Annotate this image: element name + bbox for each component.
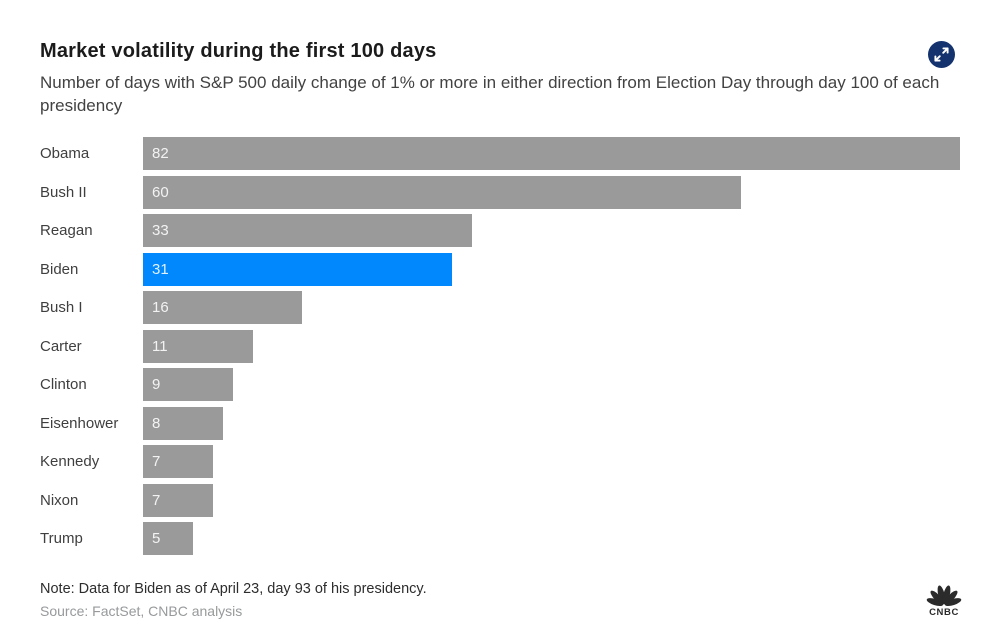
bar-value-label: 8 <box>152 414 161 432</box>
chart-header: Market volatility during the first 100 d… <box>40 40 945 117</box>
bar-label: Bush I <box>40 299 83 316</box>
bar[interactable]: 7 <box>143 483 213 517</box>
bar-value-label: 7 <box>152 491 161 509</box>
bar-track: 7 <box>143 445 960 478</box>
bar-label: Clinton <box>40 376 87 393</box>
chart-footer: Note: Data for Biden as of April 23, day… <box>40 581 427 620</box>
bar[interactable]: 9 <box>143 368 233 401</box>
chart-row: Obama 82 <box>40 137 960 170</box>
bar-label: Bush II <box>40 183 87 201</box>
bar[interactable]: 7 <box>143 445 213 478</box>
bar-label: Nixon <box>40 491 79 509</box>
bar[interactable]: 5 <box>143 522 193 555</box>
bar[interactable]: 82 <box>143 137 960 170</box>
chart-row: Biden 31 <box>40 252 960 286</box>
chart-row: Bush I 16 <box>40 291 960 324</box>
bar[interactable]: 31 <box>143 252 452 286</box>
chart-title: Market volatility during the first 100 d… <box>40 40 437 62</box>
chart-subtitle: Number of days with S&P 500 daily change… <box>40 73 940 115</box>
bar-label: Eisenhower <box>40 414 119 432</box>
bar-track: 60 <box>143 175 960 209</box>
chart-row: Clinton 9 <box>40 368 960 401</box>
chart-row: Reagan 33 <box>40 214 960 247</box>
bar-value-label: 5 <box>152 530 161 547</box>
source-line: Source: FactSet, CNBC analysis <box>40 603 243 619</box>
bar-value-label: 82 <box>152 145 169 162</box>
cnbc-wordmark: CNBC <box>929 607 959 617</box>
chart-row: Eisenhower 8 <box>40 406 960 440</box>
bar-label: Obama <box>40 145 90 162</box>
chart-row: Carter 11 <box>40 329 960 363</box>
bar-track: 5 <box>143 522 960 555</box>
bar[interactable]: 60 <box>143 175 741 209</box>
bar-track: 82 <box>143 137 960 170</box>
cnbc-peacock-logo: CNBC <box>926 585 962 618</box>
bar-label: Biden <box>40 260 79 278</box>
chart-row: Bush II 60 <box>40 175 960 209</box>
chart-row: Trump 5 <box>40 522 960 555</box>
bar-label: Kennedy <box>40 453 100 470</box>
bar-track: 9 <box>143 368 960 401</box>
cnbc-logo: CNBC <box>925 584 963 622</box>
bar[interactable]: 33 <box>143 214 472 247</box>
bar-track: 33 <box>143 214 960 247</box>
footnote: Note: Data for Biden as of April 23, day… <box>40 581 427 597</box>
bar-track: 31 <box>143 252 960 286</box>
bar-track: 16 <box>143 291 960 324</box>
expand-arrows-icon <box>928 41 955 68</box>
bar[interactable]: 8 <box>143 406 223 440</box>
expand-button[interactable] <box>928 41 955 68</box>
bar-value-label: 11 <box>152 337 168 355</box>
bar-value-label: 33 <box>152 222 169 239</box>
bar-value-label: 9 <box>152 376 161 393</box>
bar-track: 7 <box>143 483 960 517</box>
bar-track: 11 <box>143 329 960 363</box>
bar[interactable]: 16 <box>143 291 303 324</box>
bar[interactable]: 11 <box>143 329 253 363</box>
bar-label: Carter <box>40 337 82 355</box>
bar-track: 8 <box>143 406 960 440</box>
bar-value-label: 31 <box>152 260 169 278</box>
bar-value-label: 16 <box>152 299 169 316</box>
chart-row: Kennedy 7 <box>40 445 960 478</box>
bar-label: Trump <box>40 530 83 547</box>
bar-label: Reagan <box>40 222 93 239</box>
bar-chart: Obama 82 Bush II 60 Reagan 33 <box>40 137 960 555</box>
bar-value-label: 60 <box>152 183 169 201</box>
chart-row: Nixon 7 <box>40 483 960 517</box>
bar-value-label: 7 <box>152 453 161 470</box>
